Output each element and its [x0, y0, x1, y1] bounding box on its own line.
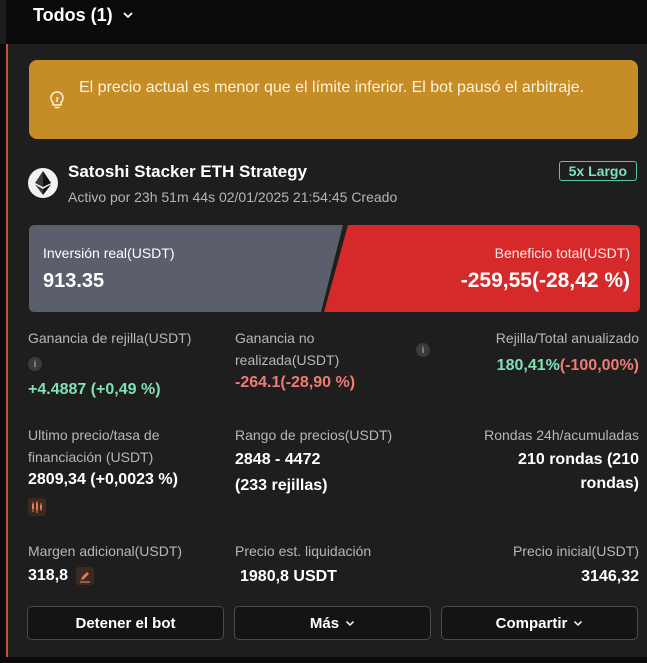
unrealized-label-line1: Ganancia no: [235, 330, 315, 346]
investment-value: 913.35: [43, 270, 105, 292]
liquidation-value: 1980,8 USDT: [240, 568, 337, 585]
initial-price-value: 3146,32: [581, 568, 639, 585]
share-button[interactable]: Compartir: [441, 606, 638, 640]
annualized-total-value: (-100,00%): [559, 357, 639, 374]
grid-profit-metric: Ganancia de rejilla(USDT) i +4.4887 (+0,…: [28, 327, 228, 402]
grid-count-value: (233 rejillas): [235, 477, 328, 494]
lightbulb-icon: [50, 91, 64, 109]
profit-value: -259,55(-28,42 %): [460, 269, 630, 292]
more-button[interactable]: Más: [234, 606, 431, 640]
annualized-grid-value: 180,41%: [496, 357, 560, 374]
chevron-down-icon: [346, 620, 355, 627]
annualized-label: Rejilla/Total anualizado: [495, 330, 639, 346]
strategy-subtitle: Activo por 23h 51m 44s 02/01/2025 21:54:…: [68, 189, 398, 205]
investment-card: Inversión real(USDT) 913.35: [29, 225, 359, 312]
info-icon[interactable]: i: [416, 343, 430, 357]
extra-margin-label: Margen adicional(USDT): [28, 543, 183, 559]
liquidation-label: Precio est. liquidación: [235, 543, 372, 559]
stop-bot-label: Detener el bot: [75, 614, 176, 632]
rounds-value-line1: 210 rondas (210: [518, 451, 639, 468]
chevron-down-icon: [574, 620, 583, 627]
strategy-header: Satoshi Stacker ETH Strategy Activo por …: [28, 159, 640, 209]
annualized-value: 180,41%(-100,00%): [428, 354, 639, 378]
last-price-value: 2809,34 (+0,0023 %): [28, 471, 178, 488]
annualized-metric: Rejilla/Total anualizado 180,41%(-100,00…: [428, 327, 639, 378]
investment-card-bg: [29, 225, 343, 312]
rounds-label: Rondas 24h/acumuladas: [484, 427, 639, 443]
investment-label: Inversión real(USDT): [43, 245, 175, 261]
last-price-label-line1: Ultimo precio/tasa de: [28, 427, 160, 443]
unrealized-value: -264.1(-28,90 %): [235, 374, 356, 391]
grid-profit-label: Ganancia de rejilla(USDT): [28, 330, 192, 346]
price-range-label: Rango de precios(USDT): [235, 427, 393, 443]
top-bar: Todos (1): [0, 0, 647, 44]
eth-logo-icon: [28, 168, 58, 198]
warning-alert: El precio actual es menor que el límite …: [29, 60, 638, 139]
liquidation-metric: Precio est. liquidación 1980,8 USDT: [235, 540, 435, 589]
bot-panel: El precio actual es menor que el límite …: [6, 44, 647, 657]
edit-pencil-icon[interactable]: [76, 567, 95, 585]
stop-bot-button[interactable]: Detener el bot: [27, 606, 224, 640]
extra-margin-value: 318,8: [28, 567, 69, 584]
bottom-border: [0, 657, 647, 663]
profit-card-bg: [324, 225, 640, 312]
profit-label: Beneficio total(USDT): [494, 245, 630, 261]
price-range-value: 2848 - 4472: [235, 451, 321, 468]
alert-text: El precio actual es menor que el límite …: [79, 79, 585, 96]
extra-margin-metric: Margen adicional(USDT) 318,8: [28, 540, 228, 588]
grid-profit-value: +4.4887 (+0,49 %): [28, 381, 161, 398]
strategy-name: Satoshi Stacker ETH Strategy: [68, 162, 308, 181]
filter-label: Todos (1): [33, 4, 113, 25]
initial-price-label: Precio inicial(USDT): [512, 543, 639, 559]
initial-price-metric: Precio inicial(USDT) 3146,32: [438, 540, 639, 589]
candlestick-chart-icon[interactable]: [28, 498, 46, 517]
rounds-value-line2: rondas): [580, 475, 639, 492]
more-label: Más: [309, 614, 340, 632]
chevron-down-icon: [123, 12, 133, 19]
info-icon[interactable]: i: [28, 357, 42, 371]
unrealized-metric: Ganancia no realizada(USDT) -264.1(-28,9…: [235, 327, 435, 395]
last-price-metric: Ultimo precio/tasa de financiación (USDT…: [28, 424, 233, 517]
filter-dropdown[interactable]: Todos (1): [33, 4, 133, 26]
leverage-badge: 5x Largo: [558, 161, 637, 181]
share-label: Compartir: [495, 614, 568, 632]
rounds-metric: Rondas 24h/acumuladas 210 rondas (210 ro…: [438, 424, 639, 496]
price-range-metric: Rango de precios(USDT) 2848 - 4472 (233 …: [235, 424, 435, 498]
last-price-label-line2: financiación (USDT): [28, 449, 154, 465]
profit-card: Beneficio total(USDT) -259,55(-28,42 %): [324, 225, 640, 312]
unrealized-label-line2: realizada(USDT): [235, 352, 340, 368]
